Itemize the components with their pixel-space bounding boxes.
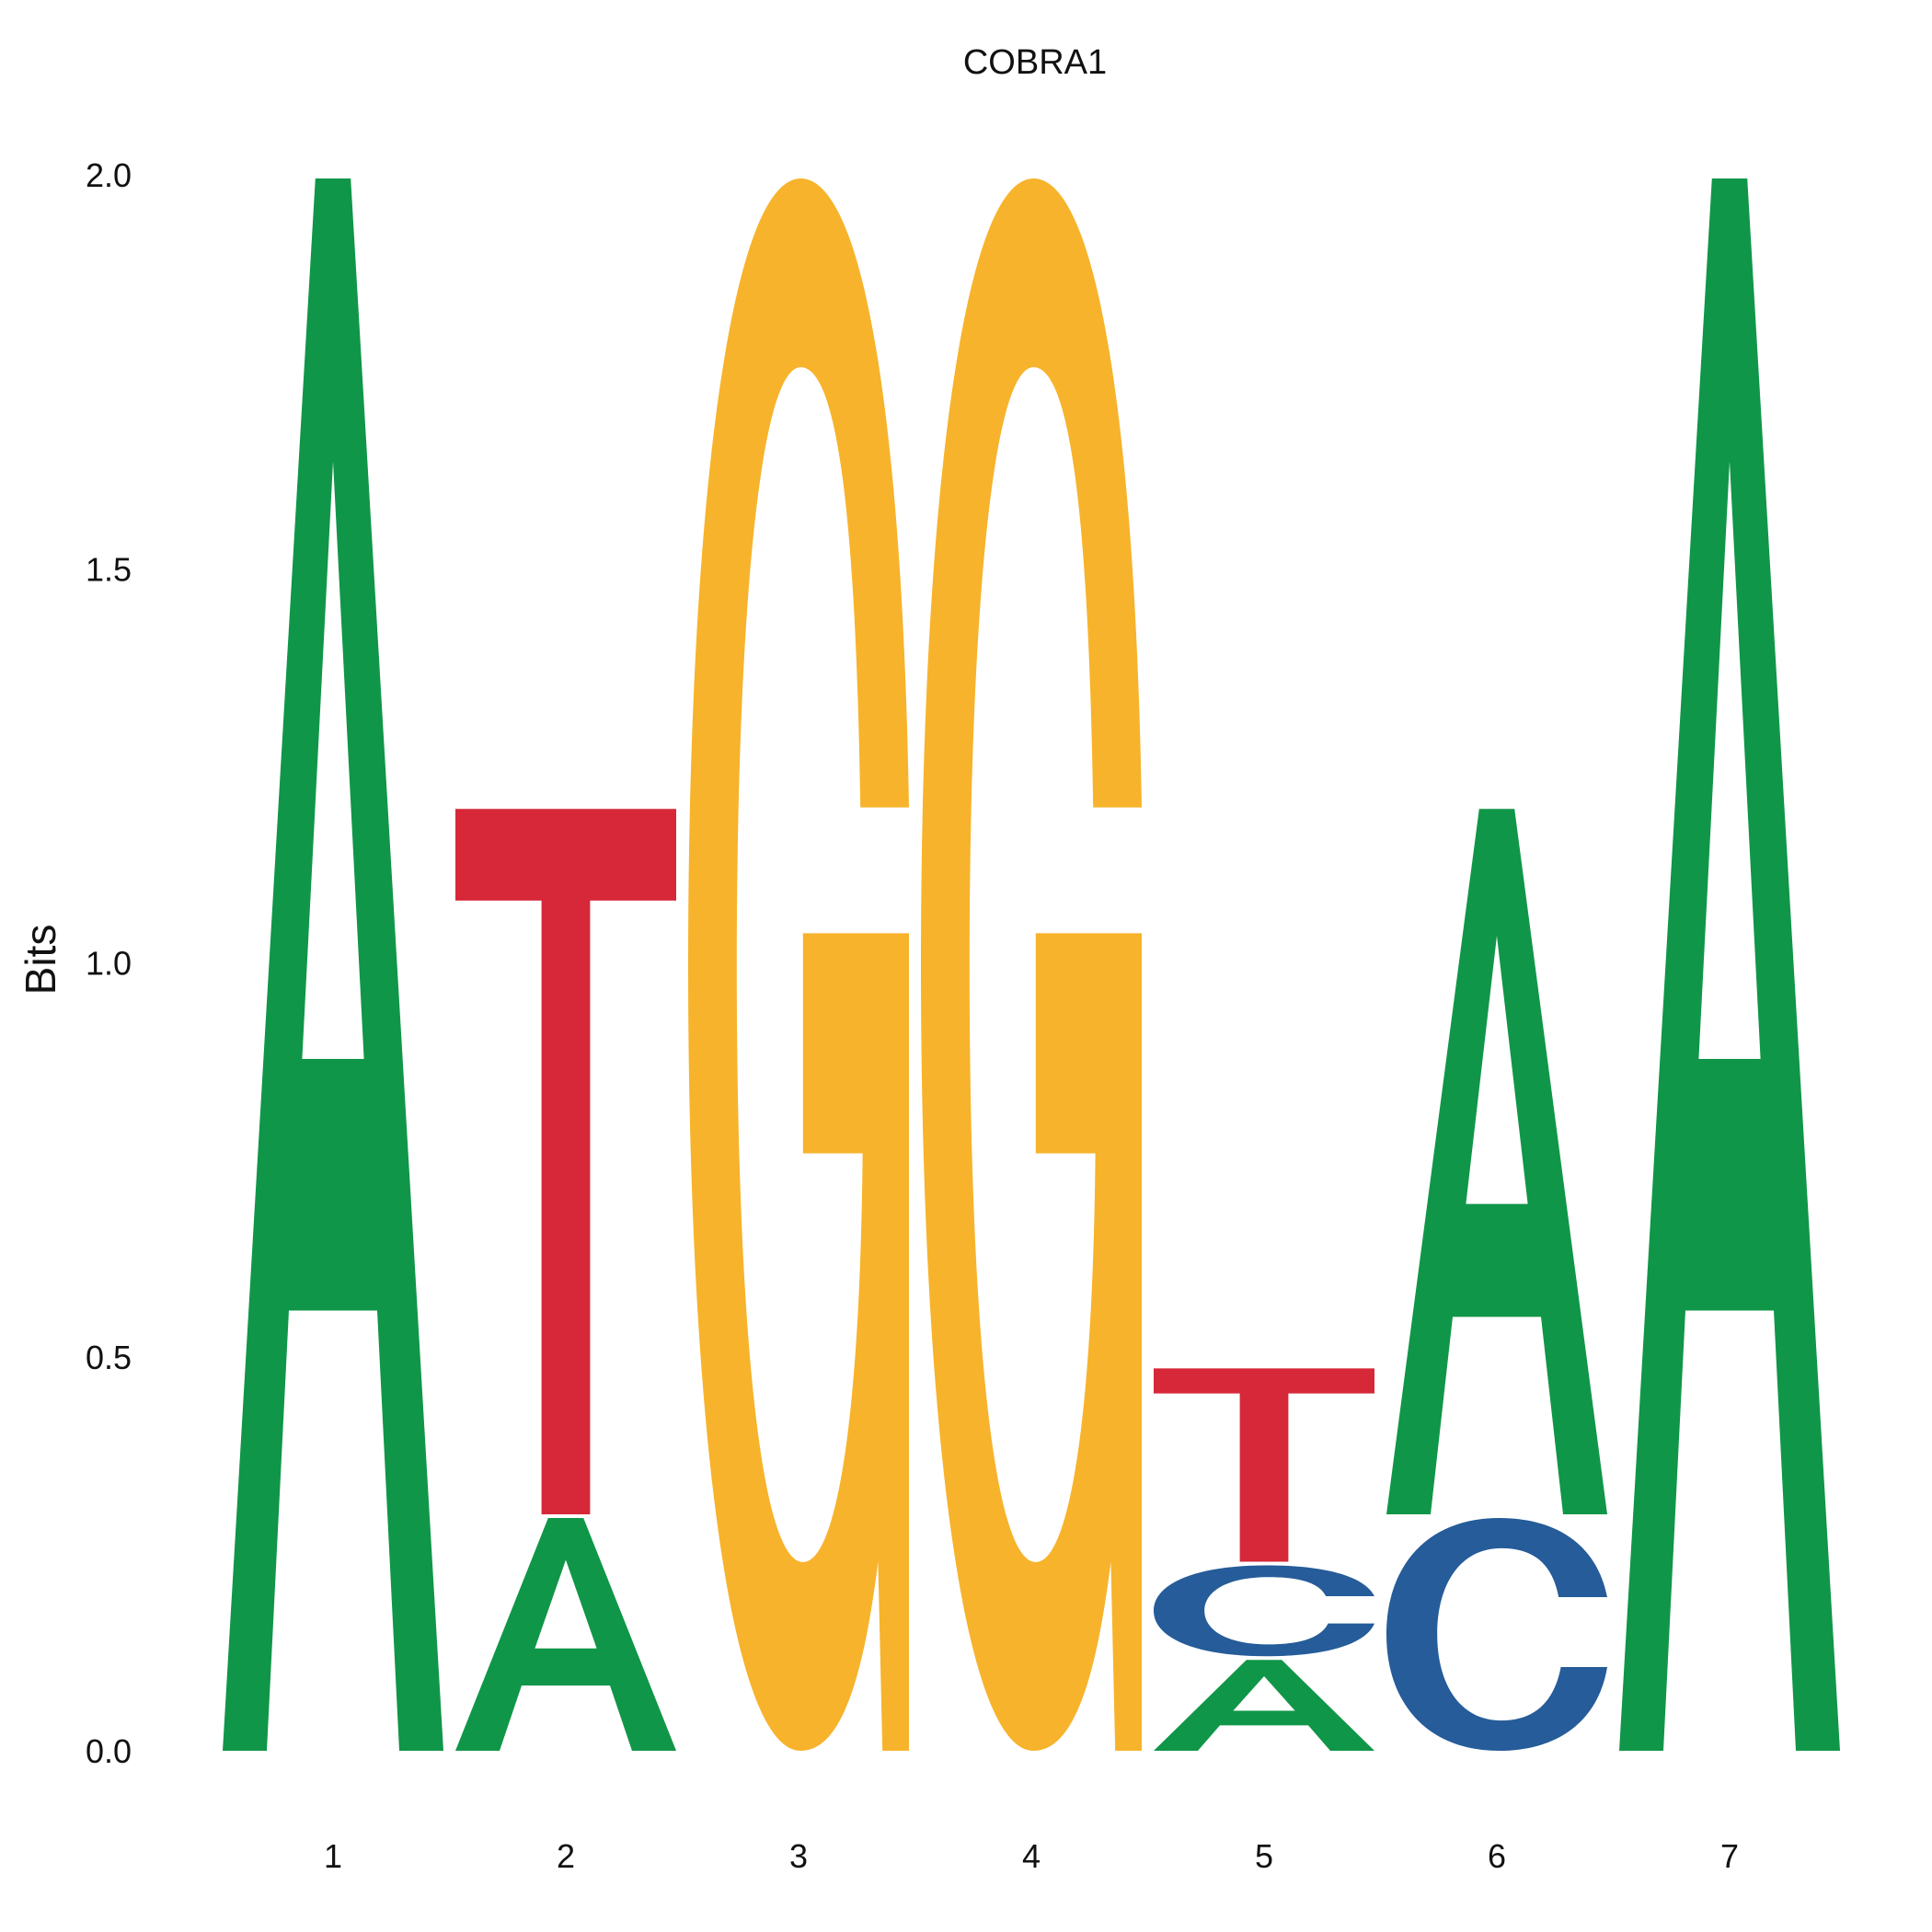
letter-a-mark: [455, 1518, 676, 1751]
x-tick-label: 5: [1255, 1837, 1273, 1875]
y-axis-ticks: 0.0 0.5 1.0 1.5 2.0: [86, 156, 132, 1770]
chart-title: COBRA1: [963, 43, 1107, 82]
x-tick-label: 4: [1022, 1837, 1041, 1875]
x-tick-label: 6: [1488, 1837, 1506, 1875]
letter-t-mark: [455, 809, 676, 1515]
stack-position-1: [223, 178, 443, 1751]
letter-stacks: [223, 178, 1840, 1751]
y-tick-label: 0.0: [86, 1732, 132, 1770]
letter-t-mark: [1154, 1368, 1374, 1562]
letter-c-mark: [1386, 1518, 1607, 1751]
y-tick-label: 1.0: [86, 945, 132, 983]
stack-position-4: [921, 178, 1142, 1751]
letter-a-mark: [1154, 1660, 1374, 1751]
y-tick-label: 0.5: [86, 1339, 132, 1376]
stack-position-5: [1154, 1368, 1374, 1751]
stack-position-2: [455, 809, 676, 1751]
x-tick-label: 7: [1720, 1837, 1739, 1875]
letter-g-mark: [921, 178, 1142, 1751]
x-tick-label: 2: [557, 1837, 575, 1875]
x-axis-ticks: 1 2 3 4 5 6 7: [324, 1837, 1739, 1875]
y-axis-label: Bits: [17, 925, 64, 995]
y-tick-label: 1.5: [86, 550, 132, 588]
letter-c-mark: [1154, 1565, 1374, 1657]
letter-a-mark: [1386, 809, 1607, 1515]
letter-g-mark: [688, 178, 909, 1751]
y-tick-label: 2.0: [86, 156, 132, 194]
x-tick-label: 1: [324, 1837, 342, 1875]
stack-position-3: [688, 178, 909, 1751]
letter-a-mark: [223, 178, 443, 1751]
stack-position-7: [1619, 178, 1840, 1751]
x-tick-label: 3: [789, 1837, 808, 1875]
stack-position-6: [1386, 809, 1607, 1751]
letter-a-mark: [1619, 178, 1840, 1751]
